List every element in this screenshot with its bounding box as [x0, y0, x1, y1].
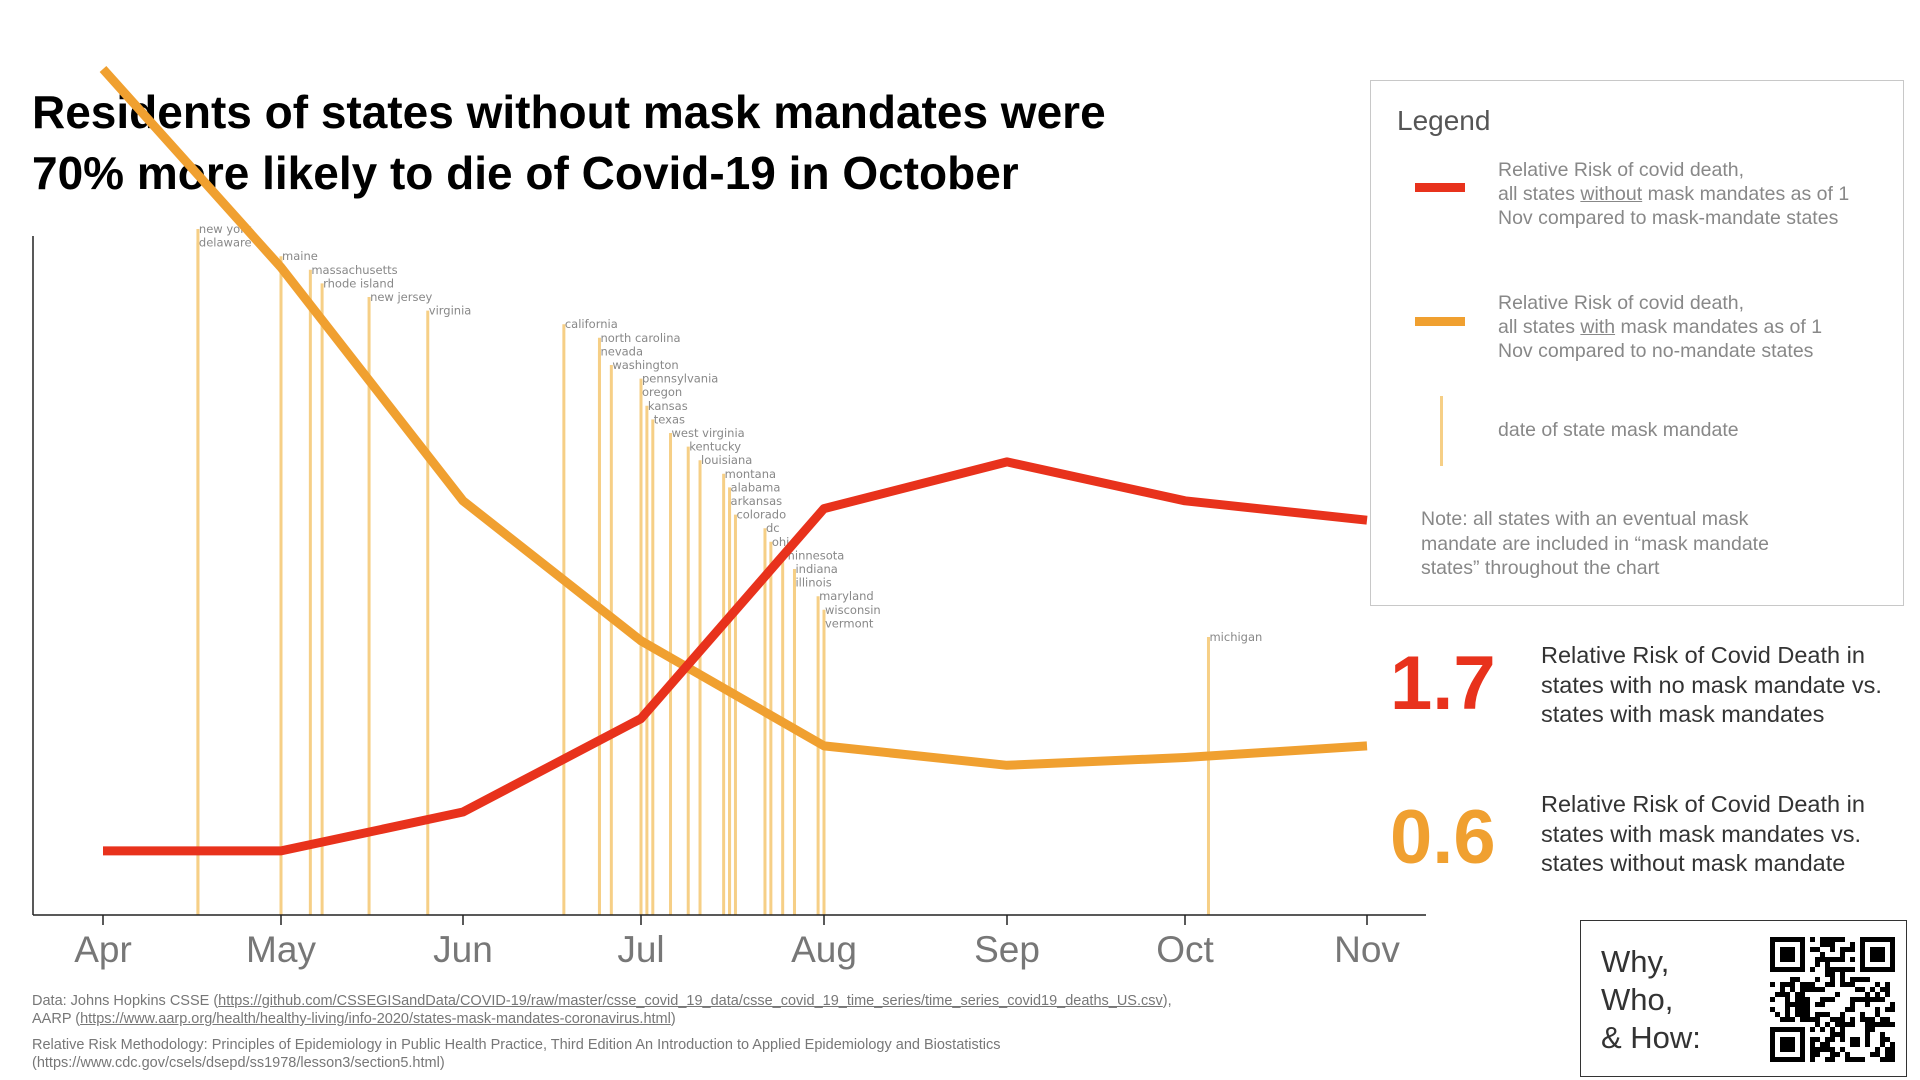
x-tick-label-nov: Nov: [1334, 929, 1400, 970]
callout-value-no-mandate: 1.7: [1390, 641, 1496, 726]
footer-methodology: Relative Risk Methodology: Principles of…: [32, 1037, 1001, 1071]
footer-data-source: Data: Johns Hopkins CSSE (https://github…: [32, 992, 1352, 1028]
legend-mandate-text-2: mask mandates as of 1: [1615, 316, 1823, 338]
legend-mandate-line2: all states with mask mandates as of 1: [1498, 315, 1888, 339]
mandate-label-delaware: delaware: [199, 236, 252, 250]
series-line-mandate: [99, 65, 1368, 770]
x-tick-label-jul: Jul: [617, 929, 664, 970]
legend-no-mandate-line1: Relative Risk of covid death,: [1498, 159, 1745, 181]
x-ticks: Apr May Jun Jul Aug Sep Oct Nov: [74, 915, 1400, 970]
footer-data-line1: Data: Johns Hopkins CSSE (https://github…: [32, 992, 1352, 1010]
mandate-label-vermont: vermont: [825, 616, 874, 630]
mandate-label-new-jersey: new jersey: [370, 290, 432, 304]
mandate-label-california: california: [565, 317, 618, 331]
footer-data-line2: AARP (https://www.aarp.org/health/health…: [32, 1010, 1352, 1028]
mandate-label-illinois: illinois: [795, 576, 831, 590]
mandate-label-nevada: nevada: [600, 344, 643, 358]
legend-swatch-marker: [1440, 396, 1443, 466]
legend-title: Legend: [1397, 105, 1491, 136]
legend-swatch-mandate: [1415, 317, 1465, 326]
mandate-label-michigan: michigan: [1209, 630, 1262, 644]
mandate-label-oregon: oregon: [642, 385, 682, 399]
mandate-markers: [196, 229, 1210, 915]
footer-aarp-suffix: ): [670, 1011, 676, 1027]
mandate-label-dc: dc: [766, 521, 780, 535]
chart-title: Residents of states without mask mandate…: [32, 82, 1332, 204]
legend-mandate-emphasis: with: [1580, 316, 1616, 338]
mandate-label-pennsylvania: pennsylvania: [642, 372, 718, 386]
legend-note: Note: all states with an eventual mask m…: [1421, 508, 1769, 579]
legend-no-mandate-line2: all states without mask mandates as of 1: [1498, 182, 1888, 206]
legend-item-mandate: Relative Risk of covid death, all states…: [1498, 291, 1888, 363]
footer-data-mid: ),: [1162, 993, 1172, 1009]
axes: [32, 236, 1426, 916]
x-tick-label-aug: Aug: [791, 929, 857, 970]
qr-caption: Why, Who, & How:: [1601, 943, 1701, 1057]
mandate-label-minnesota: minnesota: [784, 548, 845, 562]
mandate-label-rhode-island: rhode island: [323, 276, 394, 290]
legend-mandate-text: all states: [1498, 316, 1581, 338]
legend-mandate-line3: Nov compared to no-mandate states: [1498, 340, 1814, 362]
x-tick-label-apr: Apr: [74, 929, 132, 970]
mandate-label-alabama: alabama: [731, 480, 781, 494]
series-lines: [99, 65, 1368, 856]
mandate-label-texas: texas: [654, 412, 685, 426]
mandate-label-indiana: indiana: [795, 562, 837, 576]
footer-link-jhu[interactable]: https://github.com/CSSEGISandData/COVID-…: [218, 993, 1163, 1009]
mandate-label-montana: montana: [725, 467, 776, 481]
mandate-label-louisiana: louisiana: [701, 453, 752, 467]
mandate-label-kentucky: kentucky: [689, 440, 741, 454]
mandate-label-virginia: virginia: [429, 304, 472, 318]
mandate-label-kansas: kansas: [648, 399, 688, 413]
mandate-label-maine: maine: [282, 249, 318, 263]
title-line-1: Residents of states without mask mandate…: [32, 86, 1106, 138]
x-tick-label-jun: Jun: [433, 929, 493, 970]
legend-swatch-no-mandate: [1415, 183, 1465, 192]
mandate-label-washington: washington: [612, 358, 678, 372]
series-line-no-mandate: [103, 457, 1368, 856]
qr-caption-line1: Why,: [1601, 944, 1670, 979]
legend-no-mandate-text-2: mask mandates as of 1: [1642, 183, 1850, 205]
legend-no-mandate-emphasis: without: [1580, 183, 1643, 205]
x-tick-label-oct: Oct: [1156, 929, 1214, 970]
qr-caption-line2: Who,: [1601, 982, 1674, 1017]
legend-no-mandate-text: all states: [1498, 183, 1581, 205]
qr-caption-line3: & How:: [1601, 1020, 1701, 1055]
mandate-label-arkansas: arkansas: [731, 494, 783, 508]
legend-item-marker: date of state mask mandate: [1498, 419, 1739, 441]
legend-mandate-line1: Relative Risk of covid death,: [1498, 292, 1745, 314]
qr-panel[interactable]: Why, Who, & How:: [1580, 920, 1907, 1077]
mandate-label-west-virginia: west virginia: [672, 426, 745, 440]
mandate-label-north-carolina: north carolina: [600, 331, 680, 345]
legend-no-mandate-line3: Nov compared to mask-mandate states: [1498, 207, 1839, 229]
x-tick-label-sep: Sep: [974, 929, 1040, 970]
footer-link-aarp[interactable]: https://www.aarp.org/health/healthy-livi…: [80, 1011, 671, 1027]
footer-aarp-prefix: AARP (: [32, 1011, 81, 1027]
mandate-label-massachusetts: massachusetts: [311, 263, 397, 277]
callout-text-no-mandate: Relative Risk of Covid Death in states w…: [1541, 642, 1882, 727]
footer-data-prefix: Data: Johns Hopkins CSSE (: [32, 993, 219, 1009]
callout-value-mandate: 0.6: [1390, 795, 1496, 880]
mandate-label-colorado: colorado: [736, 508, 786, 522]
qr-code-icon[interactable]: [1770, 937, 1895, 1062]
mandate-label-wisconsin: wisconsin: [825, 603, 881, 617]
legend-item-no-mandate: Relative Risk of covid death, all states…: [1498, 158, 1888, 230]
mandate-label-maryland: maryland: [819, 589, 874, 603]
legend: Legend Relative Risk of covid death, all…: [1370, 80, 1904, 606]
x-tick-label-may: May: [246, 929, 316, 970]
callout-text-mandate: Relative Risk of Covid Death in states w…: [1541, 791, 1865, 876]
